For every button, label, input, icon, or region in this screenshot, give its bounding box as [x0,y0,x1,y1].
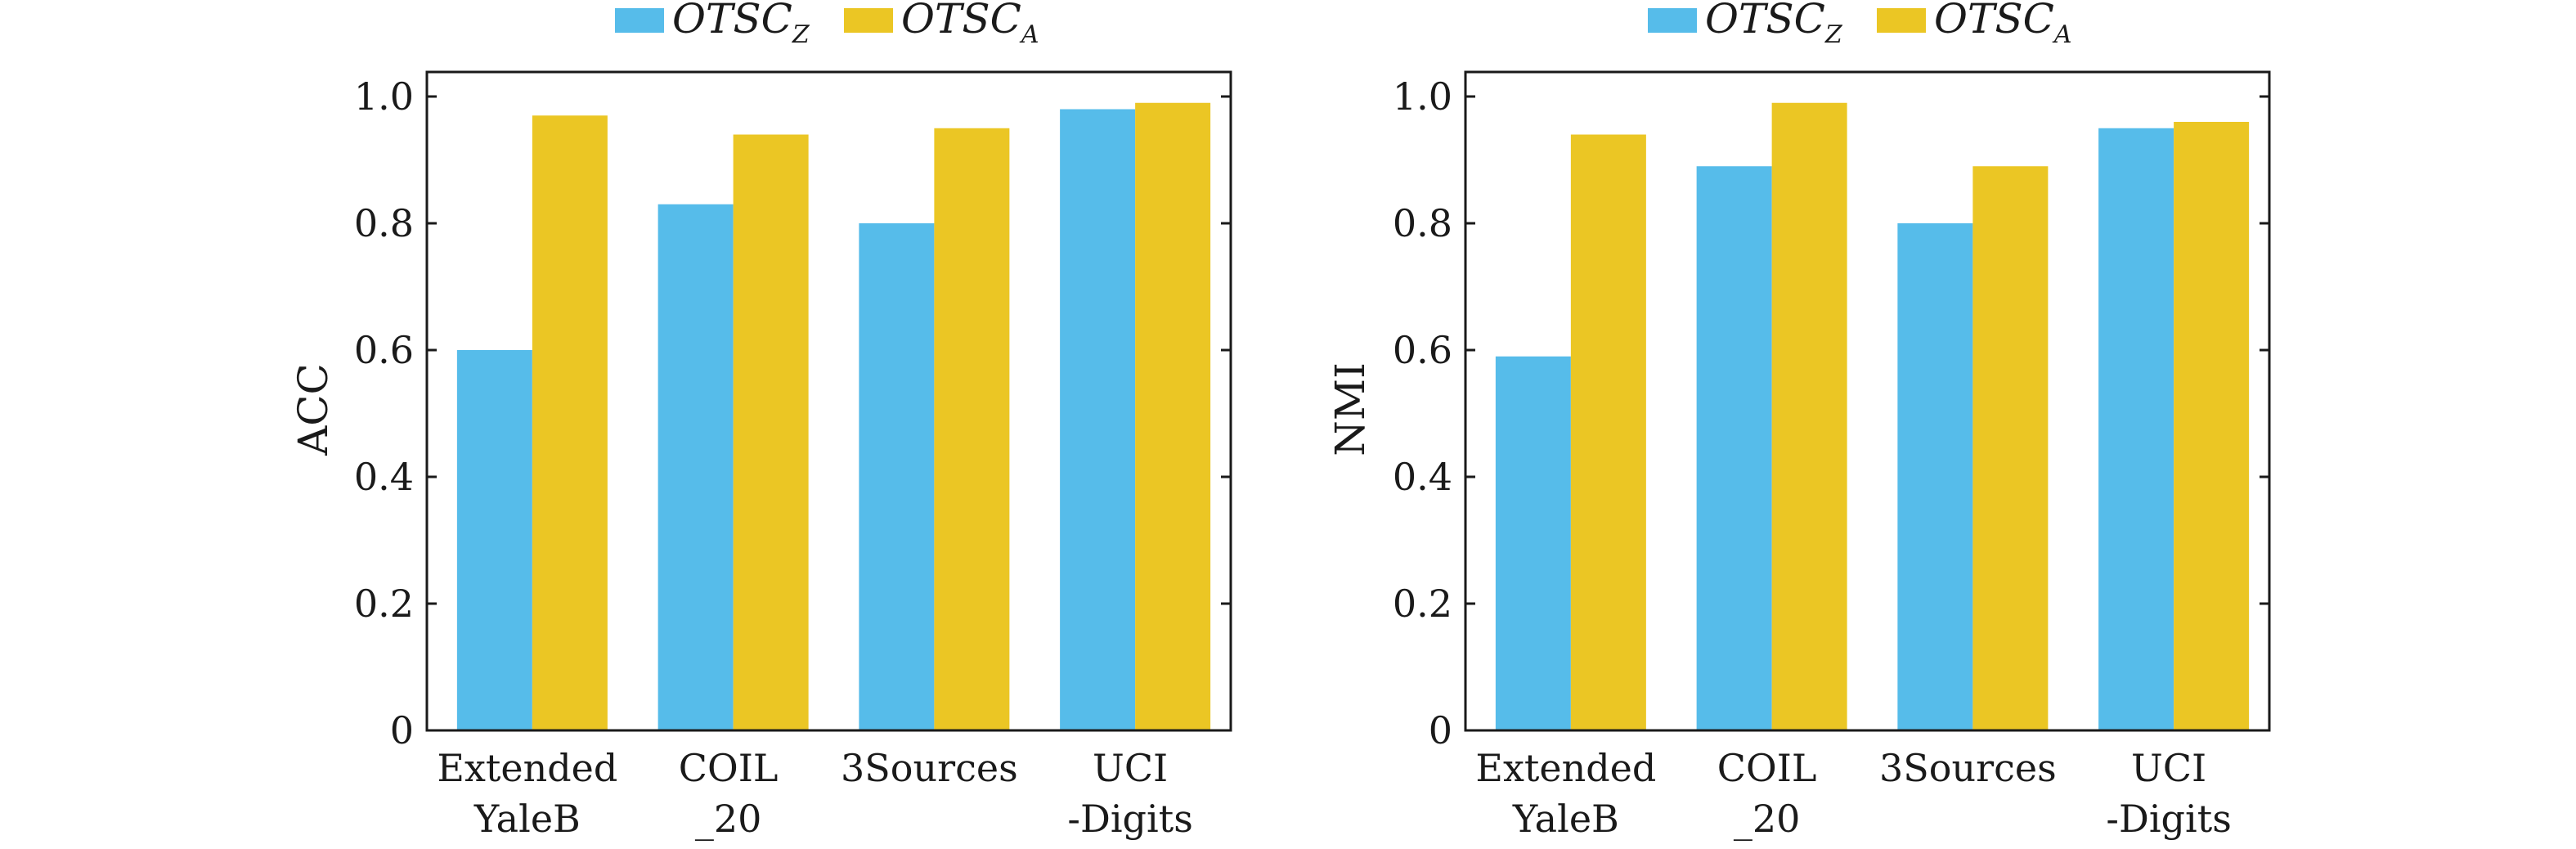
y-axis-label: NMI [1326,362,1374,456]
legend-label-otsc-z: OTSCZ [1705,0,1843,49]
legend-swatch-otsc-z [1648,8,1697,33]
y-tick-label: 0 [1429,708,1452,752]
plot-frame [1464,70,2271,732]
bar-otsc-z-2 [1897,223,1973,730]
x-tick-label: UCI [1093,746,1168,790]
bar-otsc-a-3 [2174,122,2250,730]
x-tick-label: -Digits [1067,797,1192,841]
x-tick-label: Extended [1475,746,1656,790]
x-tick-label: COIL [1717,746,1817,790]
x-tick-label: YaleB [473,797,581,841]
bar-otsc-a-2 [934,128,1010,730]
y-tick-label: 0.8 [1393,201,1452,245]
legend-label-otsc-a: OTSCA [1934,0,2072,49]
legend-label-otsc-z: OTSCZ [672,0,810,49]
bar-otsc-a-1 [733,134,809,730]
y-tick-label: 1.0 [1393,74,1452,119]
x-tick-label: 3Sources [1879,746,2057,790]
bar-otsc-z-3 [1060,109,1136,730]
legend-swatch-otsc-a [1877,8,1926,33]
x-tick-label: COIL [679,746,779,790]
bar-otsc-z-1 [657,204,734,730]
plot-frame [425,70,1232,732]
bar-otsc-a-0 [532,115,608,730]
bar-otsc-z-3 [2098,128,2174,730]
y-tick-label: 0.2 [354,582,414,626]
x-tick-label: Extended [437,746,617,790]
legend-label-otsc-a: OTSCA [901,0,1039,49]
chart-acc: 0 0.2 0.4 0.6 0.8 1.0 Extended YaleB COIL _20 3Sou… [289,0,1232,841]
legend-swatch-otsc-a [844,8,893,33]
legend-swatch-otsc-z [615,8,664,33]
y-tick-label: 0.8 [354,201,414,245]
x-tick-label: -Digits [2106,797,2231,841]
y-tick-label: 0.2 [1393,582,1452,626]
y-tick-label: 0.4 [354,455,414,499]
bar-otsc-a-3 [1135,102,1211,730]
x-tick-label: YaleB [1512,797,1619,841]
bar-otsc-z-2 [859,223,935,730]
x-tick-label: _20 [695,797,762,841]
bar-otsc-a-0 [1570,134,1646,730]
bar-otsc-z-0 [1495,356,1571,730]
bar-otsc-a-2 [1972,166,2049,730]
x-tick-label: UCI [2131,746,2206,790]
y-tick-label: 0.6 [354,328,414,372]
chart-nmi: 0 0.2 0.4 0.6 0.8 1.0 Extended YaleB COIL _20 3Sou… [1326,0,2271,841]
x-tick-label: _20 [1734,797,1801,841]
y-tick-label: 0.4 [1393,455,1452,499]
y-tick-label: 0.6 [1393,328,1452,372]
bar-otsc-a-1 [1771,102,1847,730]
y-axis-label: ACC [289,363,337,456]
bar-otsc-z-0 [456,350,532,730]
y-tick-label: 1.0 [354,74,414,119]
x-tick-label: 3Sources [841,746,1018,790]
y-tick-label: 0 [390,708,414,752]
bar-otsc-z-1 [1696,166,1772,730]
